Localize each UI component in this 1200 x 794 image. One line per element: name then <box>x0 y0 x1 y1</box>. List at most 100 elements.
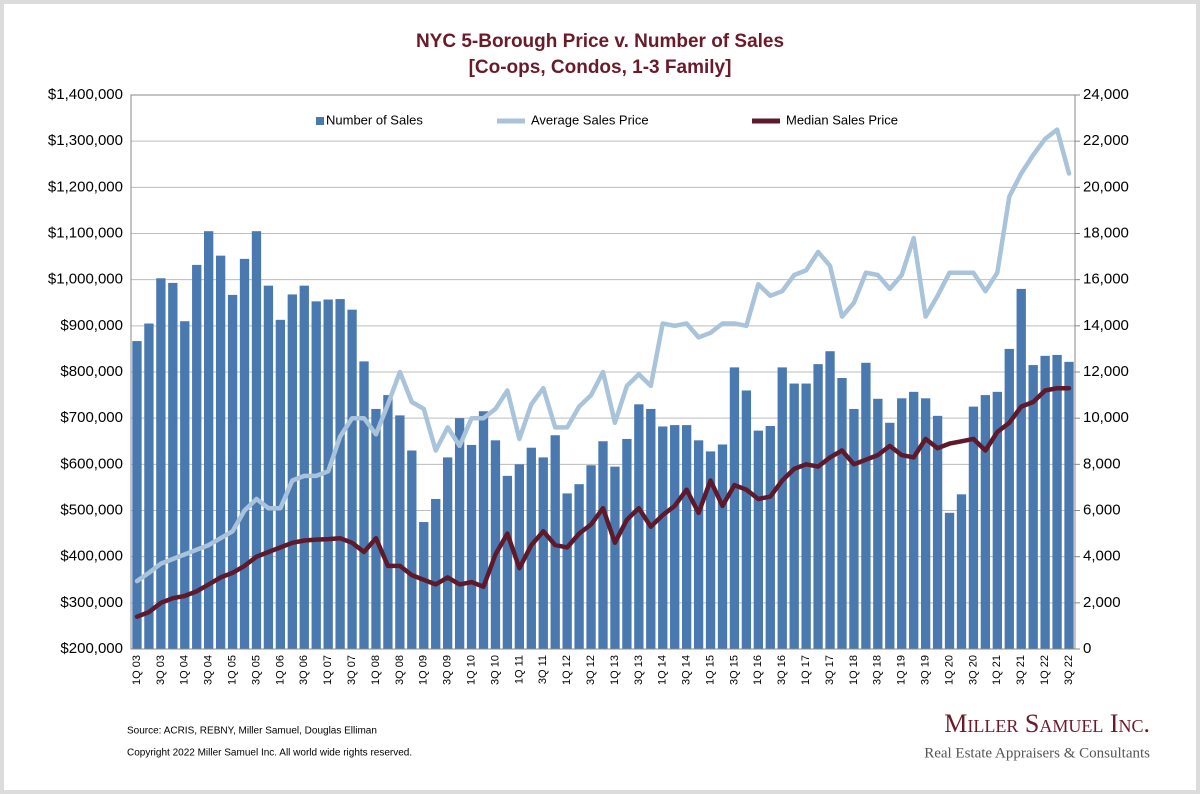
x-tick-label: 1Q 03 <box>131 655 143 685</box>
x-tick-label: 1Q 19 <box>896 655 908 685</box>
y-tick-label: $500,000 <box>60 501 123 518</box>
x-tick-label: 3Q 05 <box>250 655 262 685</box>
bar <box>1052 354 1062 649</box>
x-tick-label: 3Q 07 <box>346 655 358 685</box>
x-tick-label: 1Q 07 <box>322 655 334 685</box>
y-tick-label: $1,000,000 <box>48 271 123 288</box>
y-tick-label: $800,000 <box>60 363 123 380</box>
plot-border <box>130 94 1076 650</box>
bar <box>658 426 668 649</box>
y-tick-label: $300,000 <box>60 594 123 611</box>
bar <box>347 309 357 649</box>
bar <box>263 285 274 649</box>
x-tick-label: 1Q 09 <box>418 655 430 685</box>
bar <box>407 450 417 649</box>
bar <box>239 258 250 649</box>
bar <box>598 441 608 649</box>
bar <box>538 457 548 649</box>
x-tick-label: 1Q 13 <box>609 655 621 685</box>
x-tick-label: 3Q 13 <box>633 655 645 685</box>
y2-tick-label: 10,000 <box>1083 409 1129 426</box>
y-tick-label: $600,000 <box>60 455 123 472</box>
x-tick-label: 1Q 05 <box>226 655 238 685</box>
x-tick-label: 3Q 21 <box>1015 655 1027 685</box>
bar <box>789 383 799 649</box>
legend-label: Median Sales Price <box>786 112 898 127</box>
y2-tick-label: 4,000 <box>1083 548 1121 565</box>
bar <box>419 522 429 649</box>
bar <box>335 299 345 649</box>
y2-tick-label: 0 <box>1083 640 1091 657</box>
y2-tick-label: 8,000 <box>1083 455 1121 472</box>
bar <box>634 404 644 649</box>
y2-tick-label: 2,000 <box>1083 594 1121 611</box>
bar <box>932 415 943 649</box>
bar <box>478 411 489 649</box>
bar <box>395 415 405 649</box>
bar <box>861 362 871 649</box>
x-tick-label: 1Q 04 <box>179 655 191 685</box>
bar <box>275 319 286 649</box>
bar <box>490 440 501 649</box>
y2-tick-label: 6,000 <box>1083 501 1121 518</box>
x-tick-label: 1Q 20 <box>943 655 955 685</box>
bar <box>144 323 154 649</box>
bar <box>956 494 967 649</box>
x-tick-label: 3Q 11 <box>537 655 549 684</box>
bar <box>299 285 309 649</box>
bar <box>466 444 477 649</box>
copyright-note: Copyright 2022 Miller Samuel Inc. All wo… <box>127 748 412 759</box>
x-tick-label: 3Q 17 <box>824 655 836 685</box>
bar <box>693 440 704 649</box>
x-tick-label: 1Q 15 <box>704 655 716 685</box>
source-note: Source: ACRIS, REBNY, Miller Samuel, Dou… <box>127 726 377 737</box>
bar <box>646 408 656 649</box>
bar <box>1016 288 1026 649</box>
bar <box>610 466 620 649</box>
bar <box>168 282 178 649</box>
bar <box>753 430 764 649</box>
bar <box>885 422 895 649</box>
legend-label: Average Sales Price <box>531 112 649 127</box>
bar <box>837 378 847 649</box>
y-tick-label: $700,000 <box>60 409 123 426</box>
bar <box>801 383 811 649</box>
bar <box>622 438 632 649</box>
x-tick-label: 1Q 21 <box>991 655 1003 685</box>
x-tick-label: 1Q 17 <box>800 655 812 685</box>
bar <box>431 498 441 649</box>
x-tick-label: 3Q 12 <box>585 655 597 685</box>
bar <box>741 390 752 649</box>
bar <box>705 451 716 649</box>
bar <box>574 484 584 649</box>
bar <box>920 398 931 649</box>
x-tick-label: 3Q 18 <box>872 655 884 685</box>
x-tick-label: 3Q 09 <box>442 655 454 685</box>
x-tick-label: 1Q 10 <box>465 655 477 685</box>
logo-tagline: Real Estate Appraisers & Consultants <box>924 745 1150 761</box>
x-tick-label: 3Q 03 <box>155 655 167 685</box>
x-tick-label: 1Q 11 <box>513 655 525 684</box>
chart: NYC 5-Borough Price v. Number of Sales [… <box>48 31 1150 761</box>
y2-tick-label: 22,000 <box>1083 132 1129 149</box>
x-tick-label: 1Q 16 <box>752 655 764 685</box>
x-tick-label: 3Q 22 <box>1063 655 1075 685</box>
bar <box>192 264 202 649</box>
bar <box>681 425 692 649</box>
x-tick-label: 3Q 06 <box>298 655 310 685</box>
bar <box>454 418 465 649</box>
x-tick-label: 1Q 06 <box>274 655 286 685</box>
y2-tick-label: 20,000 <box>1083 178 1129 195</box>
bar <box>765 426 775 649</box>
x-tick-label: 3Q 04 <box>203 655 215 685</box>
bar <box>562 493 572 649</box>
x-tick-label: 1Q 22 <box>1039 655 1051 685</box>
x-tick-label: 3Q 19 <box>920 655 932 685</box>
x-tick-label: 1Q 12 <box>561 655 573 685</box>
bar <box>442 457 453 649</box>
y-tick-label: $1,400,000 <box>48 86 123 103</box>
bar <box>909 391 919 649</box>
x-tick-label: 1Q 08 <box>370 655 382 685</box>
x-tick-label: 1Q 18 <box>848 655 860 685</box>
